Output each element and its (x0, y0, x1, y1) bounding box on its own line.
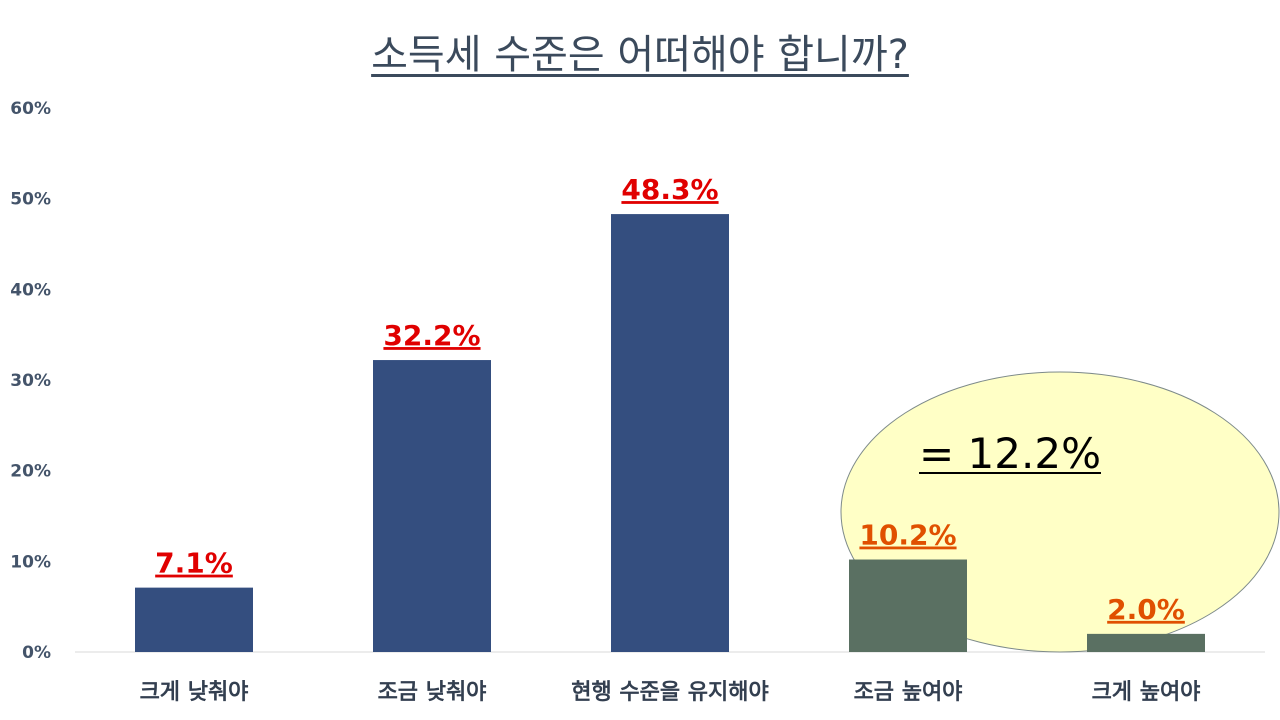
highlighted-bars (849, 559, 1205, 652)
annotation-sum: = 12.2% (919, 429, 1101, 478)
chart-title-text: 소득세 수준은 어떠해야 합니까? (371, 32, 909, 78)
y-tick-label: 0% (22, 643, 51, 663)
y-tick-label: 50% (10, 190, 51, 210)
data-label-4: 10.2% (859, 519, 956, 552)
category-label-1: 크게 낮춰야 (140, 680, 249, 705)
data-label-1: 7.1% (155, 547, 233, 580)
y-tick-label: 20% (10, 462, 51, 482)
category-label-5: 크게 높여야 (1092, 680, 1201, 705)
data-label-3: 48.3% (621, 173, 718, 206)
chart-title: 소득세 수준은 어떠해야 합니까? (0, 22, 1280, 80)
category-labels: 크게 낮춰야 조금 낮춰야 현행 수준을 유지해야 조금 높여야 크게 높여야 (140, 680, 1201, 705)
bar-1 (135, 587, 253, 652)
category-label-3: 현행 수준을 유지해야 (571, 680, 768, 705)
y-axis: 0% 10% 20% 30% 40% 50% 60% (10, 99, 51, 663)
y-tick-label: 40% (10, 280, 51, 300)
bar-3 (611, 214, 729, 652)
bar-4 (849, 559, 967, 652)
bar-2 (373, 360, 491, 652)
y-tick-label: 10% (10, 552, 51, 572)
y-tick-label: 60% (10, 99, 51, 119)
bars (135, 214, 729, 652)
data-label-2: 32.2% (383, 319, 480, 352)
data-labels: 7.1% 32.2% 48.3% 10.2% 2.0% (155, 173, 1185, 626)
y-tick-label: 30% (10, 371, 51, 391)
category-label-4: 조금 높여야 (854, 680, 963, 705)
category-label-2: 조금 낮춰야 (378, 680, 487, 705)
data-label-5: 2.0% (1107, 593, 1185, 626)
bar-5 (1087, 633, 1205, 652)
